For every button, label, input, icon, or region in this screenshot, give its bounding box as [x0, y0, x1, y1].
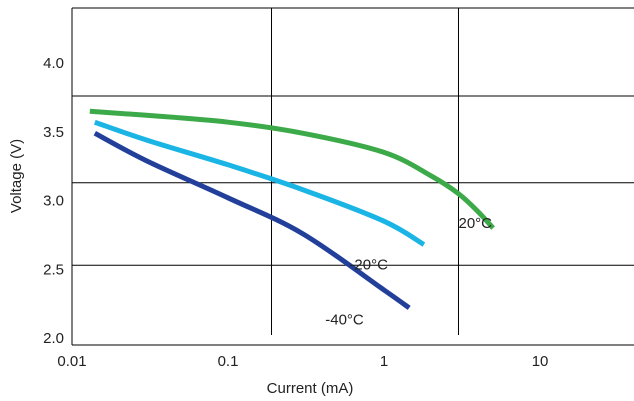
series-line-1 [94, 119, 426, 247]
x-tick-labels: 0.01 0.1 1 10 [57, 353, 548, 370]
y-tick-labels: 2.0 2.5 3.0 3.5 4.0 [43, 55, 64, 347]
y-tick-label-2: 3.0 [43, 193, 64, 210]
series-lines [89, 108, 495, 310]
y-tick-label-1: 2.5 [43, 261, 64, 278]
y-tick-label-0: 2.0 [43, 330, 64, 347]
grid-lines [72, 7, 634, 335]
x-tick-label-0: 0.01 [57, 353, 86, 370]
series-labels: 20°C -20°C -40°C [325, 215, 492, 328]
series-label-1: -20°C [349, 256, 388, 273]
x-tick-label-2: 1 [380, 353, 388, 370]
series-line-0 [89, 108, 495, 230]
y-tick-label-4: 4.0 [43, 55, 64, 72]
y-axis-title: Voltage (V) [8, 139, 25, 213]
series-label-2: -40°C [325, 311, 364, 328]
x-tick-label-1: 0.1 [218, 353, 239, 370]
series-label-0: 20°C [458, 215, 492, 232]
y-tick-label-3: 3.5 [43, 124, 64, 141]
x-tick-label-3: 10 [532, 353, 549, 370]
series-line-2 [93, 130, 411, 310]
x-axis-title: Current (mA) [267, 380, 354, 397]
